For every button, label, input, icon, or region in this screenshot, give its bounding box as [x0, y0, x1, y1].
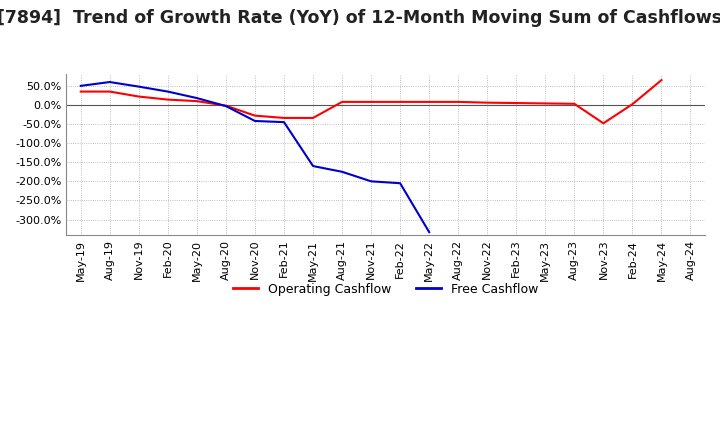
- Legend: Operating Cashflow, Free Cashflow: Operating Cashflow, Free Cashflow: [228, 278, 544, 301]
- Text: [7894]  Trend of Growth Rate (YoY) of 12-Month Moving Sum of Cashflows: [7894] Trend of Growth Rate (YoY) of 12-…: [0, 9, 720, 27]
